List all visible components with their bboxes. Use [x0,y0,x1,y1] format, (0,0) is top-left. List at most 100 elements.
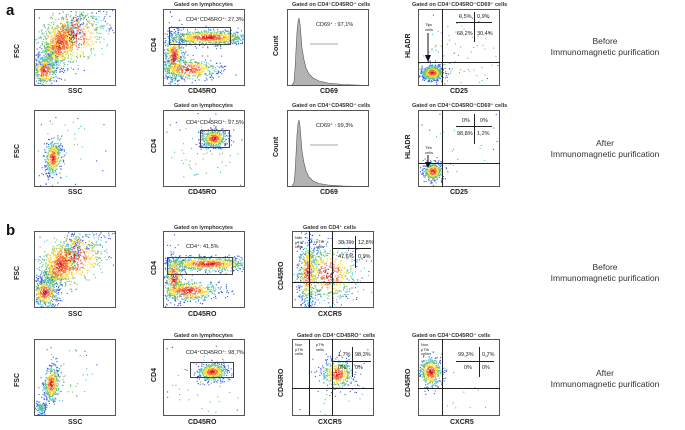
event-dot [177,28,179,30]
event-dot [49,143,51,145]
event-dot [442,69,444,71]
event-dot [66,39,68,41]
event-dot [50,17,52,19]
event-dot [80,18,82,20]
event-dot [192,34,194,36]
event-dot [56,41,58,43]
event-dot [56,146,58,148]
event-dot [67,46,69,48]
event-dot [427,73,429,75]
event-dot [171,67,173,69]
event-dot [59,34,61,36]
event-dot [79,15,81,17]
event-dot [173,41,175,43]
event-dot [446,75,448,77]
event-dot [49,43,51,45]
event-dot [437,30,439,32]
event-dot [52,48,54,50]
event-dot [198,142,200,144]
event-dot [180,50,182,52]
event-dot [52,63,54,65]
event-dot [36,38,38,40]
event-dot [50,32,52,34]
event-dot [93,48,95,50]
event-dot [222,67,224,69]
event-dot [75,26,77,28]
event-dot [60,150,62,152]
event-dot [220,66,222,68]
event-dot [173,63,175,65]
event-dot [41,69,43,71]
event-dot [71,50,73,52]
event-dot [41,43,43,45]
event-dot [35,58,37,60]
event-dot [81,14,83,16]
event-dot [48,163,50,165]
event-dot [72,121,74,123]
event-dot [172,69,174,71]
event-dot [49,72,51,74]
event-dot [196,37,198,39]
event-dot [58,55,60,57]
event-dot [55,76,57,78]
event-dot [79,30,81,32]
event-dot [49,156,51,158]
event-dot [90,32,92,34]
event-dot [170,46,172,48]
event-dot [96,32,98,34]
event-dot [211,79,213,81]
event-dot [44,80,46,82]
event-dot [45,81,47,83]
event-dot [217,131,219,133]
event-dot [49,55,51,57]
event-dot [202,40,204,42]
event-dot [39,79,41,81]
event-dot [210,38,212,40]
quadrant-lr: 30,4% [477,31,493,37]
event-dot [171,67,173,69]
event-dot [191,34,193,36]
event-dot [53,28,55,30]
event-dot [43,143,45,145]
event-dot [50,60,52,62]
event-dot [43,26,45,28]
event-dot [173,38,175,40]
event-dot [55,116,57,118]
event-dot [214,128,216,130]
event-dot [63,34,65,36]
event-dot [103,124,105,126]
event-dot [57,159,59,161]
event-dot [53,32,55,34]
event-dot [52,77,54,79]
event-dot [49,50,51,52]
event-dot [39,51,41,53]
event-dot [53,62,55,64]
event-dot [178,29,180,31]
event-dot [227,41,229,43]
event-dot [42,174,44,176]
event-dot [440,69,442,71]
tfm-cells-label: Tfm cells [425,22,433,32]
event-dot [55,56,57,58]
event-dot [219,43,221,45]
event-dot [57,35,59,37]
event-dot [57,41,59,43]
event-dot [185,64,187,66]
event-dot [187,68,189,70]
event-dot [106,30,108,32]
event-dot [47,177,49,179]
event-dot [187,31,189,33]
event-dot [202,42,204,44]
event-dot [183,54,185,56]
event-dot [183,36,185,38]
quadrant-ll: 68,2% [457,31,473,37]
event-dot [427,75,429,77]
event-dot [450,70,452,72]
event-dot [215,34,217,36]
event-dot [71,29,73,31]
event-dot [59,62,61,64]
event-dot [178,51,180,53]
event-dot [95,41,97,43]
event-dot [63,42,65,44]
event-dot [58,49,60,51]
